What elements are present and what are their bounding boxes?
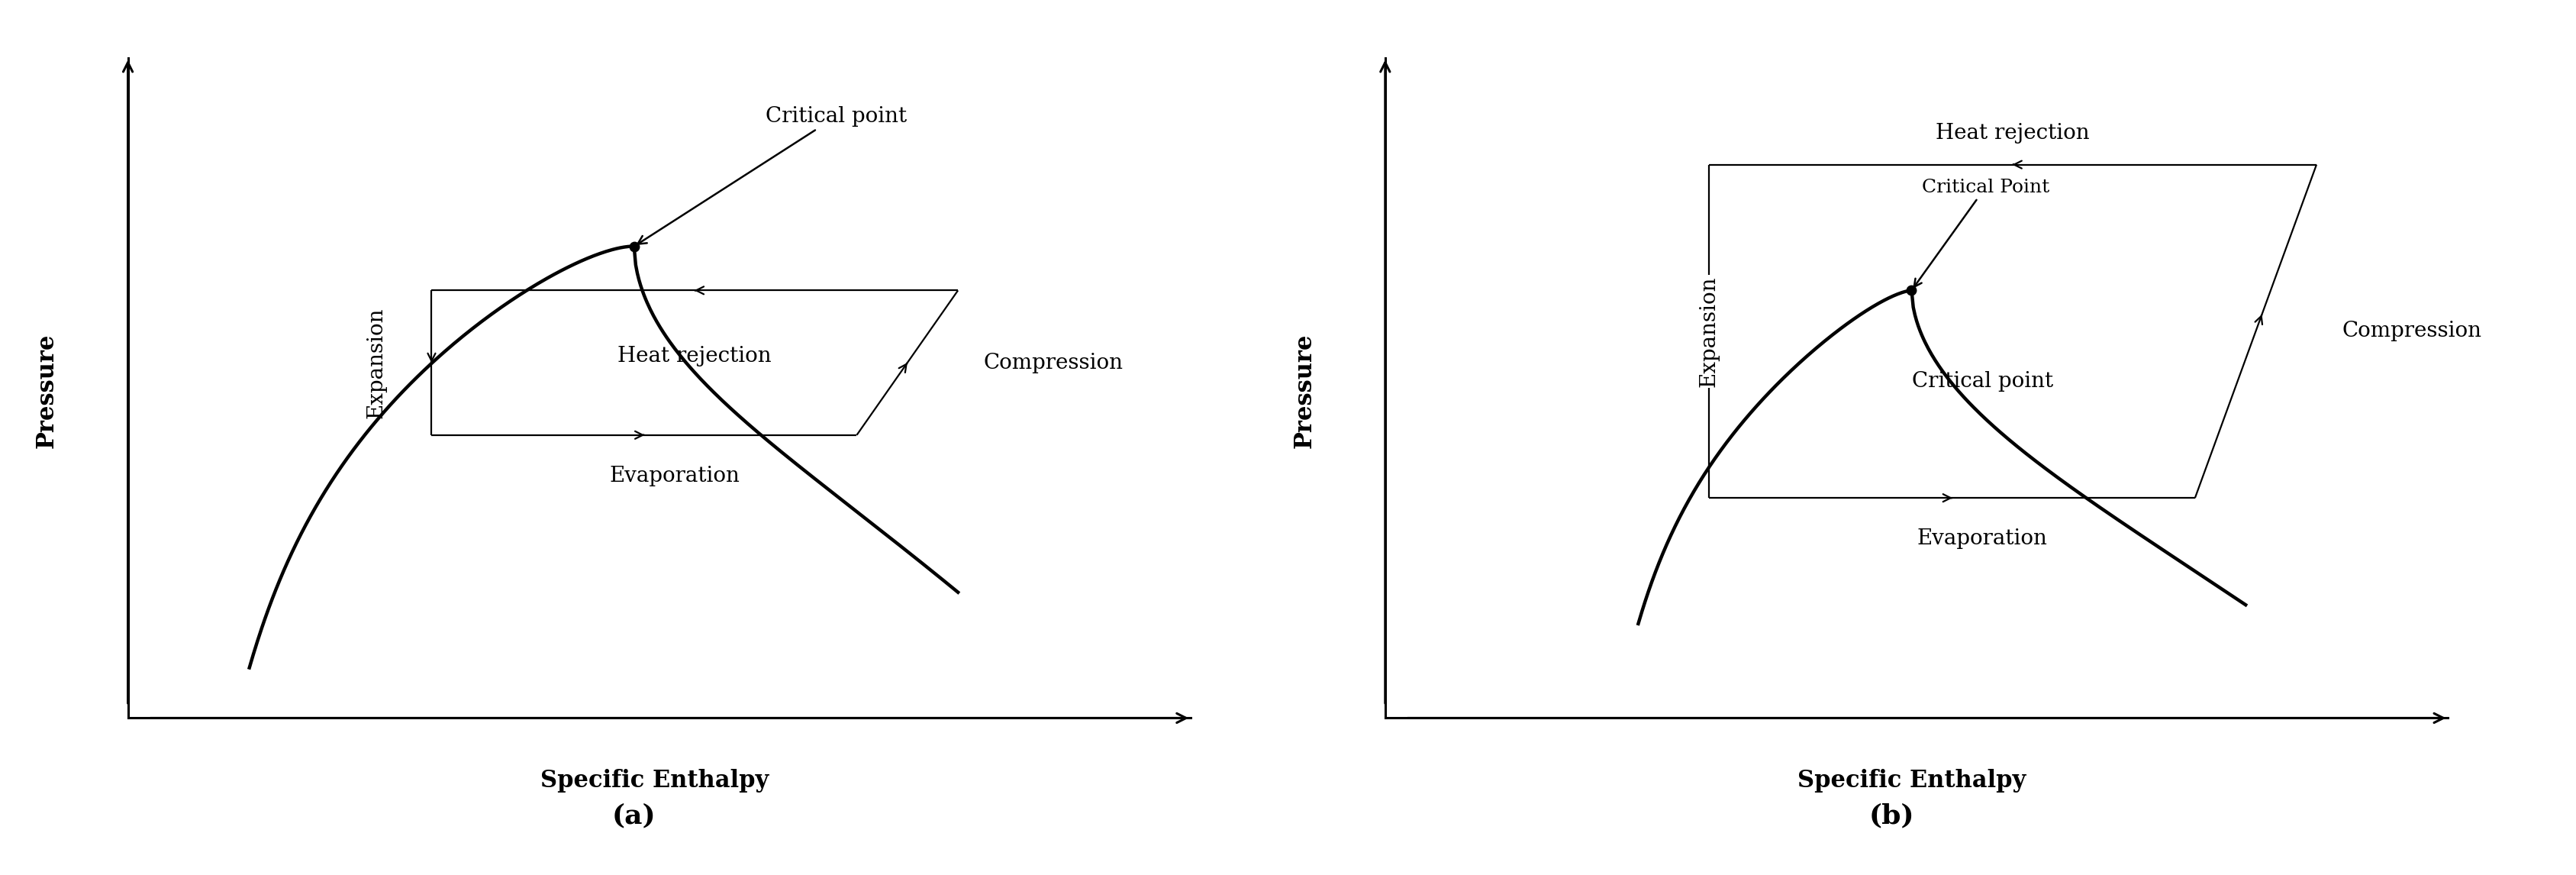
Text: Critical point: Critical point <box>639 106 907 244</box>
Text: (b): (b) <box>1868 802 1914 829</box>
Text: Specific Enthalpy: Specific Enthalpy <box>1798 769 2025 793</box>
Text: Compression: Compression <box>984 353 1123 373</box>
Text: (a): (a) <box>613 802 657 829</box>
Text: Pressure: Pressure <box>1293 333 1316 449</box>
Text: Heat rejection: Heat rejection <box>618 347 773 367</box>
Text: Critical Point: Critical Point <box>1914 178 2050 287</box>
Text: Pressure: Pressure <box>36 333 59 449</box>
Text: Evaporation: Evaporation <box>611 466 739 487</box>
Text: Compression: Compression <box>2342 321 2481 341</box>
Text: Specific Enthalpy: Specific Enthalpy <box>541 769 768 793</box>
Text: Critical point: Critical point <box>1911 371 2053 392</box>
Text: Heat rejection: Heat rejection <box>1937 123 2089 144</box>
Text: Evaporation: Evaporation <box>1917 528 2048 550</box>
Text: Expansion: Expansion <box>366 307 386 418</box>
Text: Expansion: Expansion <box>1698 276 1718 387</box>
